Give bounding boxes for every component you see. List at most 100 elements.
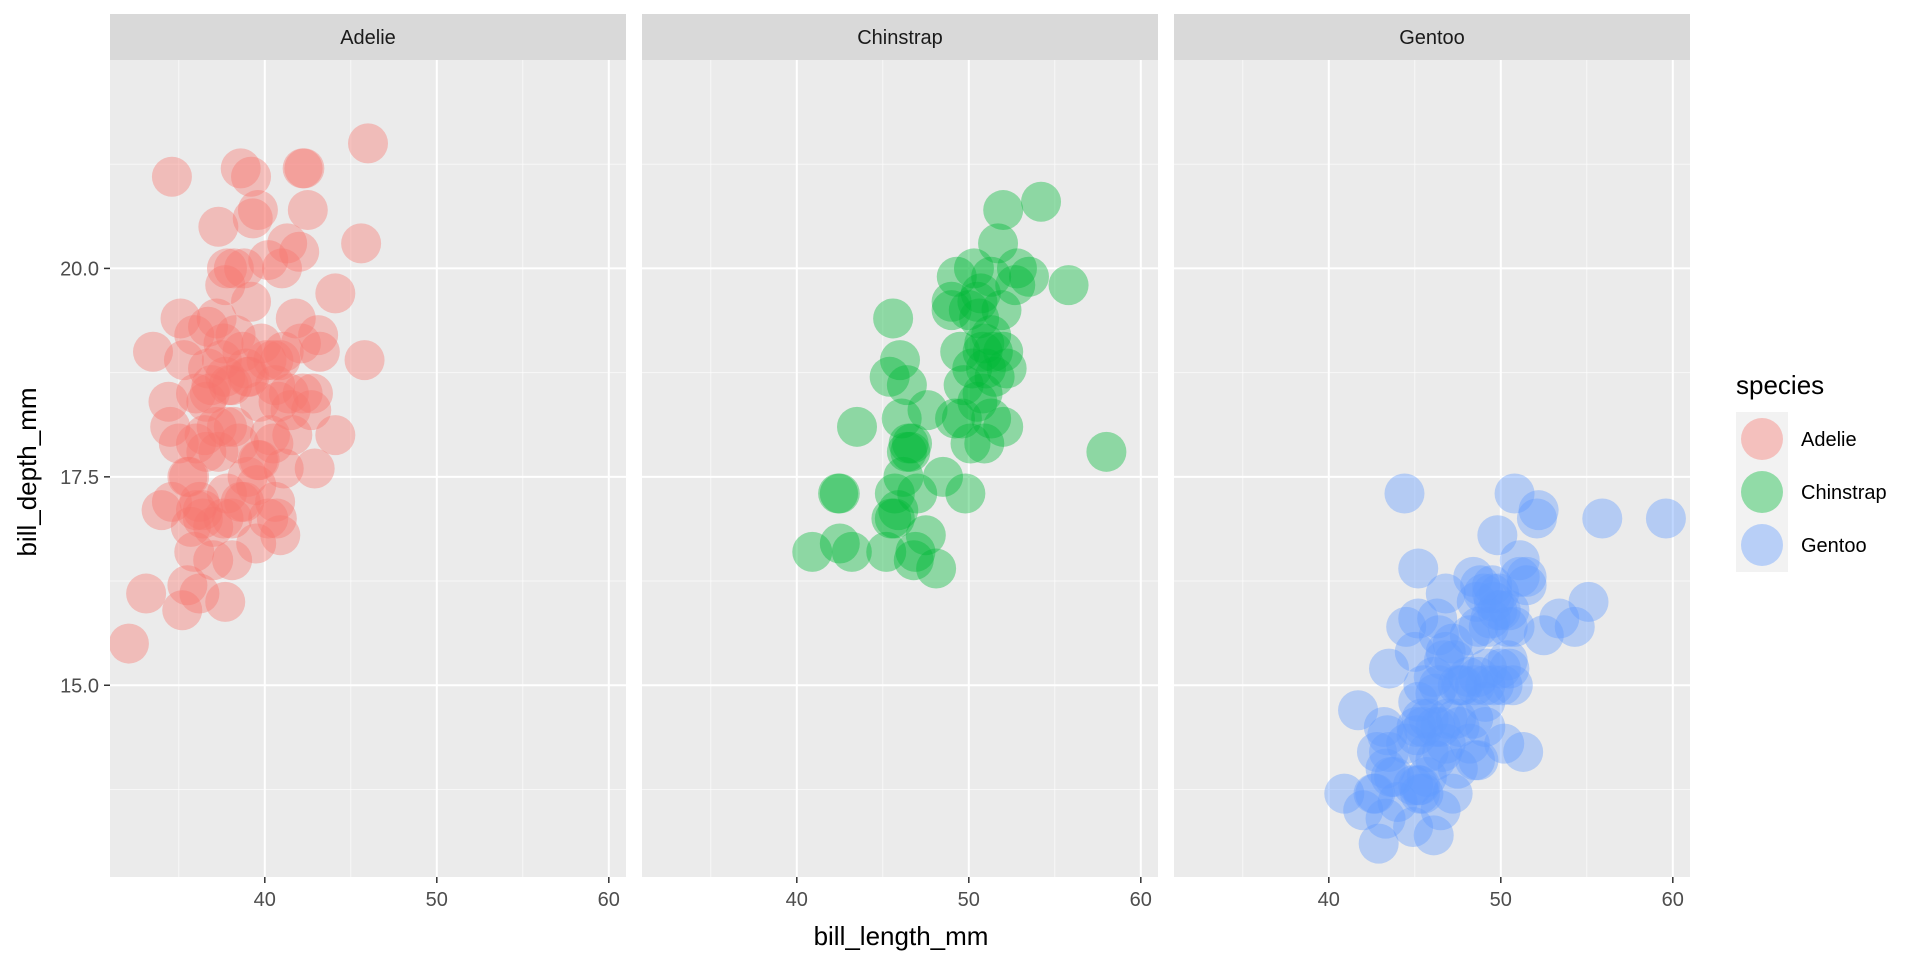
data-point bbox=[1456, 581, 1497, 622]
data-point bbox=[176, 490, 216, 531]
data-point bbox=[1374, 756, 1415, 797]
data-point bbox=[268, 373, 309, 414]
data-point bbox=[1503, 731, 1544, 772]
data-point bbox=[1338, 690, 1379, 731]
panel-background bbox=[642, 60, 1158, 877]
panel-background bbox=[110, 60, 626, 877]
data-point bbox=[220, 148, 261, 189]
data-point bbox=[923, 456, 963, 497]
data-point bbox=[205, 356, 246, 397]
data-point bbox=[227, 356, 268, 397]
data-point bbox=[1441, 665, 1482, 706]
data-point bbox=[253, 423, 294, 464]
data-point bbox=[1369, 731, 1409, 772]
data-point bbox=[348, 123, 388, 164]
data-point bbox=[916, 548, 957, 589]
data-point bbox=[1480, 590, 1521, 631]
data-point bbox=[962, 373, 1003, 414]
data-point bbox=[1455, 740, 1495, 781]
data-point bbox=[945, 473, 986, 514]
data-point bbox=[1453, 698, 1494, 739]
data-point bbox=[1472, 573, 1513, 614]
x-tick-label: 50 bbox=[426, 889, 448, 911]
data-point bbox=[1403, 773, 1444, 814]
data-point bbox=[940, 331, 981, 372]
legend-label-chinstrap: Chinstrap bbox=[1801, 482, 1887, 504]
data-point bbox=[282, 148, 323, 189]
legend: species Adelie Chinstrap Gentoo bbox=[1736, 370, 1887, 572]
data-point bbox=[1568, 581, 1609, 622]
data-point bbox=[267, 223, 308, 264]
data-point bbox=[1494, 473, 1535, 514]
facet-strip bbox=[642, 14, 1158, 60]
data-point bbox=[960, 273, 1001, 314]
data-point bbox=[1384, 473, 1425, 514]
data-point bbox=[1413, 815, 1454, 856]
data-point bbox=[1365, 798, 1406, 839]
data-point bbox=[1470, 598, 1511, 639]
x-tick-label: 60 bbox=[1130, 889, 1152, 911]
data-point bbox=[1516, 498, 1557, 539]
data-point bbox=[1506, 556, 1547, 597]
points-chinstrap bbox=[792, 181, 1127, 589]
data-point bbox=[1465, 665, 1506, 706]
data-point bbox=[943, 365, 984, 406]
data-point bbox=[1489, 590, 1530, 631]
data-point bbox=[1473, 665, 1514, 706]
data-point bbox=[971, 315, 1012, 356]
data-point bbox=[1437, 748, 1478, 789]
x-tick-label: 40 bbox=[786, 889, 808, 911]
legend-key-gentoo bbox=[1741, 524, 1783, 566]
data-point bbox=[948, 290, 989, 331]
data-point bbox=[1482, 665, 1523, 706]
data-point bbox=[971, 398, 1012, 439]
data-point bbox=[258, 381, 299, 422]
data-point bbox=[1369, 648, 1409, 689]
data-point bbox=[957, 281, 998, 322]
facet-strip bbox=[1174, 14, 1690, 60]
data-point bbox=[1463, 573, 1504, 614]
data-point bbox=[1523, 615, 1564, 656]
data-point bbox=[1086, 431, 1127, 472]
panel-chinstrap: Chinstrap bbox=[642, 14, 1158, 877]
data-point bbox=[167, 565, 208, 606]
data-point bbox=[1432, 773, 1473, 814]
data-point bbox=[1417, 598, 1458, 639]
data-point bbox=[1422, 731, 1463, 772]
data-point bbox=[1009, 256, 1049, 297]
data-point bbox=[208, 365, 249, 406]
data-point bbox=[212, 540, 253, 581]
data-point bbox=[198, 206, 239, 247]
data-point bbox=[262, 248, 302, 289]
data-point bbox=[176, 423, 216, 464]
data-point bbox=[174, 531, 215, 572]
legend-title: species bbox=[1736, 370, 1824, 400]
data-point bbox=[1356, 731, 1397, 772]
data-point bbox=[344, 340, 385, 381]
data-point bbox=[237, 440, 278, 481]
facet-label-gentoo: Gentoo bbox=[1399, 27, 1465, 49]
data-point bbox=[996, 248, 1037, 289]
data-point bbox=[935, 398, 976, 439]
data-point bbox=[184, 415, 225, 456]
data-point bbox=[1415, 740, 1456, 781]
data-point bbox=[1436, 698, 1477, 739]
data-point bbox=[167, 456, 208, 497]
data-point bbox=[229, 356, 270, 397]
data-point bbox=[191, 365, 232, 406]
data-point bbox=[890, 431, 931, 472]
data-point bbox=[225, 348, 266, 389]
data-point bbox=[212, 498, 253, 539]
data-point bbox=[983, 190, 1024, 231]
data-point bbox=[1494, 606, 1535, 647]
data-point bbox=[866, 531, 907, 572]
data-point bbox=[193, 540, 234, 581]
data-point bbox=[253, 340, 294, 381]
data-point bbox=[1448, 656, 1489, 697]
data-point bbox=[1367, 715, 1408, 756]
legend-label-gentoo: Gentoo bbox=[1801, 535, 1867, 557]
data-point bbox=[133, 331, 173, 372]
data-point bbox=[1453, 556, 1494, 597]
y-axis-title: bill_depth_mm bbox=[12, 387, 42, 556]
data-point bbox=[1386, 606, 1427, 647]
